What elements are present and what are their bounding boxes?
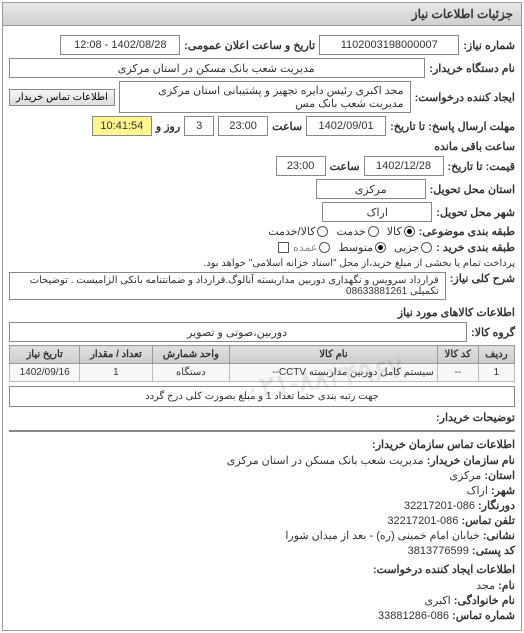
desc-field: قرارداد سرویس و نگهداری دوربین مداربسته … (9, 272, 446, 300)
validity-time-label: ساعت (330, 160, 360, 173)
pkg-opt-2: کالا/خدمت (268, 225, 315, 238)
deadline-time-label: ساعت (272, 120, 302, 133)
c-post-label: کد پستی: (472, 545, 515, 557)
validity-date-field: 1402/12/28 (364, 156, 444, 176)
cell-code: -- (437, 364, 478, 382)
divider (9, 430, 515, 432)
c-tel-label: تلفن تماس: (461, 515, 515, 527)
main-panel: جزئیات اطلاعات نیاز شماره نیاز: 11020031… (2, 2, 522, 631)
budget-radio-medium[interactable] (375, 242, 386, 253)
days-label: روز و (156, 120, 180, 133)
cell-date: 1402/09/16 (10, 364, 80, 382)
contact-info-button[interactable]: اطلاعات تماس خریدار (9, 89, 115, 106)
col-row: ردیف (478, 346, 514, 364)
panel-title: جزئیات اطلاعات نیاز (3, 3, 521, 26)
remain-label: ساعت باقی مانده (434, 140, 515, 153)
city-field: اراک (322, 202, 432, 222)
goods-section-title: اطلاعات کالاهای مورد نیاز (9, 306, 515, 319)
c-city-label: شهر: (491, 485, 515, 497)
c-prov: مرکزی (449, 470, 481, 482)
validity-time-field: 23:00 (276, 156, 326, 176)
c-org: مدیریت شعب بانک مسکن در استان مرکزی (227, 455, 424, 467)
c-family-label: نام خانوادگی: (454, 595, 515, 607)
pkg-opt-1: خدمت (336, 225, 365, 238)
c-prov-label: استان: (484, 470, 515, 482)
col-qty: تعداد / مقدار (80, 346, 152, 364)
notice-box: جهت رتبه بندی حتما تعداد 1 و مبلغ بصورت … (9, 386, 515, 407)
contact-title: اطلاعات تماس سازمان خریدار: (9, 438, 515, 451)
col-date: تاریخ نیاز (10, 346, 80, 364)
cell-qty: 1 (80, 364, 152, 382)
pkg-label: طبقه بندی موضوعی: (419, 225, 515, 238)
c-name: مجد (476, 580, 495, 592)
goods-group-field: دوربین،صوتی و تصویر (9, 322, 467, 342)
days-field: 3 (184, 116, 214, 136)
province-label: استان محل تحویل: (430, 183, 515, 196)
c-addr-label: نشانی: (483, 530, 515, 542)
cell-row: 1 (478, 364, 514, 382)
col-name: نام کالا (230, 346, 438, 364)
budget-label: طبقه بندی خرید : (436, 241, 515, 254)
c-dtel: 086-33881286 (378, 610, 449, 622)
budget-radio-major (319, 242, 330, 253)
need-no-field: 1102003198000007 (319, 35, 459, 55)
c-addr: خیابان امام خمینی (ره) - بعد از میدان شو… (285, 530, 479, 542)
c-name-label: نام: (498, 580, 515, 592)
treasury-checkbox[interactable] (278, 242, 289, 253)
buyer-org-label: نام دستگاه خریدار: (429, 62, 515, 75)
c-post: 3813776599 (408, 545, 469, 557)
city-label: شهر محل تحویل: (436, 206, 515, 219)
cell-unit: دستگاه (152, 364, 230, 382)
remain-time-field: 10:41:54 (92, 116, 152, 136)
need-no-label: شماره نیاز: (463, 39, 515, 52)
goods-group-label: گروه کالا: (471, 326, 515, 339)
pkg-radio-group: کالا خدمت کالا/خدمت (268, 225, 414, 238)
requester-field: مجد اکبری رئیس دایره تجهیز و پشتیبانی اس… (119, 81, 411, 113)
pay-note: پرداخت تمام یا بخشی از مبلغ خرید،از محل … (203, 258, 515, 269)
c-city: اراک (467, 485, 488, 497)
requester-label: ایجاد کننده درخواست: (415, 91, 515, 104)
c-dtel-label: شماره تماس: (452, 610, 515, 622)
budget-opt-0: جزیی (394, 241, 419, 254)
deadline-time-field: 23:00 (218, 116, 268, 136)
pkg-radio-goods[interactable] (404, 226, 415, 237)
table-row[interactable]: 1 -- سیستم کامل دوربین مداربسته CCTV-- د… (10, 364, 515, 382)
budget-radio-minor[interactable] (421, 242, 432, 253)
budget-opt-2: عمده (293, 241, 317, 254)
c-tel: 086-32217201 (387, 515, 458, 527)
province-field: مرکزی (316, 179, 426, 199)
announce-field: 1402/08/28 - 12:08 (60, 35, 180, 55)
cell-name: سیستم کامل دوربین مداربسته CCTV-- (230, 364, 438, 382)
pkg-radio-service[interactable] (368, 226, 379, 237)
announce-label: تاریخ و ساعت اعلان عمومی: (184, 39, 315, 52)
creator-title: اطلاعات ایجاد کننده درخواست: (9, 563, 515, 576)
goods-table: ردیف کد کالا نام کالا واحد شمارش تعداد /… (9, 345, 515, 382)
c-fax-label: دورنگار: (478, 500, 515, 512)
budget-radio-group: جزیی متوسط عمده (293, 241, 432, 254)
pkg-opt-0: کالا (387, 225, 402, 238)
c-org-label: نام سازمان خریدار: (427, 455, 515, 467)
pkg-radio-both[interactable] (317, 226, 328, 237)
buyer-desc-label: توضیحات خریدار: (436, 412, 515, 424)
col-unit: واحد شمارش (152, 346, 230, 364)
validity-label: قیمت: تا تاریخ: (448, 160, 515, 173)
budget-opt-1: متوسط (338, 241, 373, 254)
desc-label: شرح کلی نیاز: (450, 272, 515, 285)
deadline-label: مهلت ارسال پاسخ: تا تاریخ: (390, 120, 515, 133)
col-code: کد کالا (437, 346, 478, 364)
buyer-org-field: مدیریت شعب بانک مسکن در استان مرکزی (9, 58, 425, 78)
c-family: اکبری (424, 595, 450, 607)
c-fax: 086-32217201 (404, 500, 475, 512)
deadline-date-field: 1402/09/01 (306, 116, 386, 136)
